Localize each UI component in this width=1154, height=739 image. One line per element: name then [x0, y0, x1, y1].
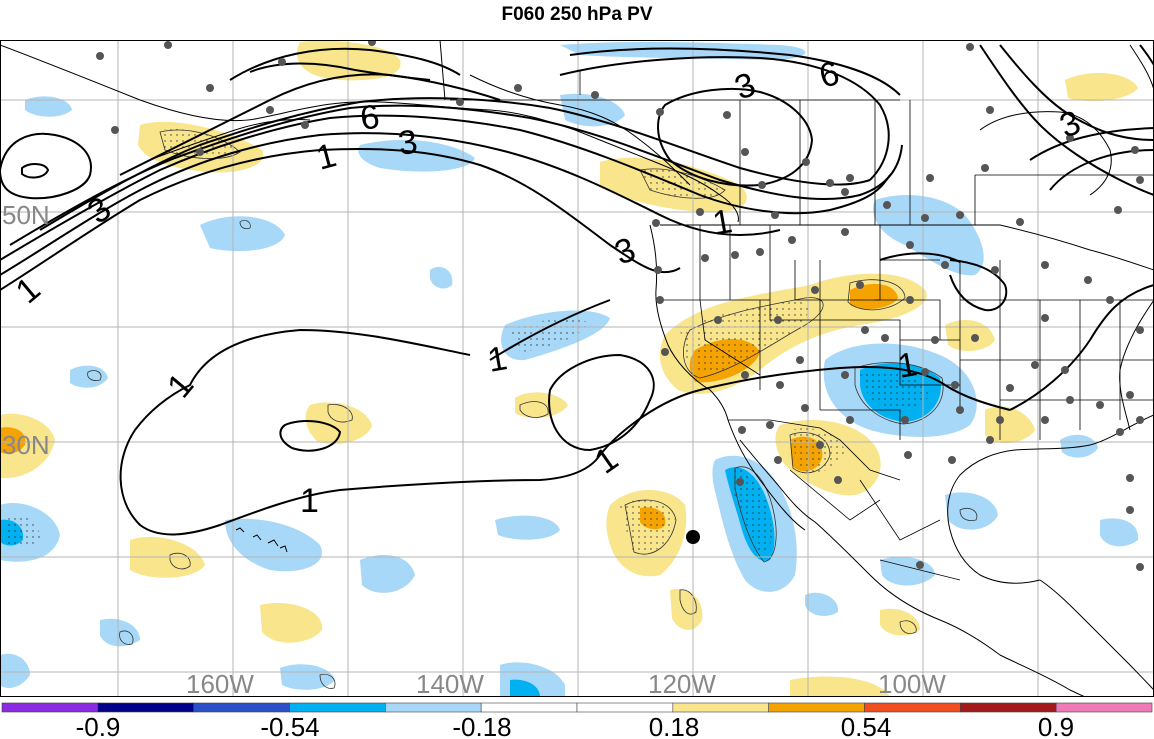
- colorbar-label-neg-0.54: -0.54: [260, 712, 319, 739]
- colorbar-segment: [576, 702, 674, 713]
- colorbar-segment: [1, 702, 99, 713]
- hawaii-islands: [235, 527, 288, 553]
- colorbar-label-neg-0.9: -0.9: [76, 712, 121, 739]
- map-title: F060 250 hPa PV: [501, 4, 653, 25]
- pv-contours: [0, 44, 1154, 536]
- colorbar-segment: [864, 702, 961, 713]
- colorbar-segment: [960, 702, 1057, 713]
- lon-label-160w: 160W: [186, 669, 254, 699]
- lat-label-30n: 30N: [2, 430, 50, 460]
- colorbar-segment: [480, 702, 578, 713]
- colorbar-labels: -0.9 -0.54 -0.18 0.18 0.54 0.9: [76, 712, 1074, 739]
- station-markers: [96, 40, 1144, 571]
- colorbar-label-neg-0.18: -0.18: [452, 712, 511, 739]
- colorbar-segment: [385, 702, 482, 713]
- colorbar-label-0.9: 0.9: [1038, 712, 1074, 739]
- marker-dot: [686, 530, 700, 544]
- colorbar-segment: [1055, 702, 1153, 713]
- lat-label-50n: 50N: [2, 200, 50, 230]
- significance-stippling: [5, 128, 930, 555]
- colorbar-label-0.54: 0.54: [841, 712, 892, 739]
- colorbar-segment: [672, 702, 769, 713]
- lat-lon-labels: 50N 30N 160W 140W 120W 100W: [2, 200, 946, 699]
- colorbar-segment: [768, 702, 865, 713]
- colorbar-segment: [193, 702, 290, 713]
- lon-label-140w: 140W: [416, 669, 484, 699]
- colorbar: [1, 702, 1153, 713]
- colorbar-segment: [289, 702, 386, 713]
- contour-label: 1: [300, 482, 319, 520]
- colorbar-label-0.18: 0.18: [649, 712, 700, 739]
- colorbar-segment: [97, 702, 194, 713]
- lon-label-100w: 100W: [878, 669, 946, 699]
- graticule-grid: [0, 40, 1154, 697]
- lon-label-120w: 120W: [648, 669, 716, 699]
